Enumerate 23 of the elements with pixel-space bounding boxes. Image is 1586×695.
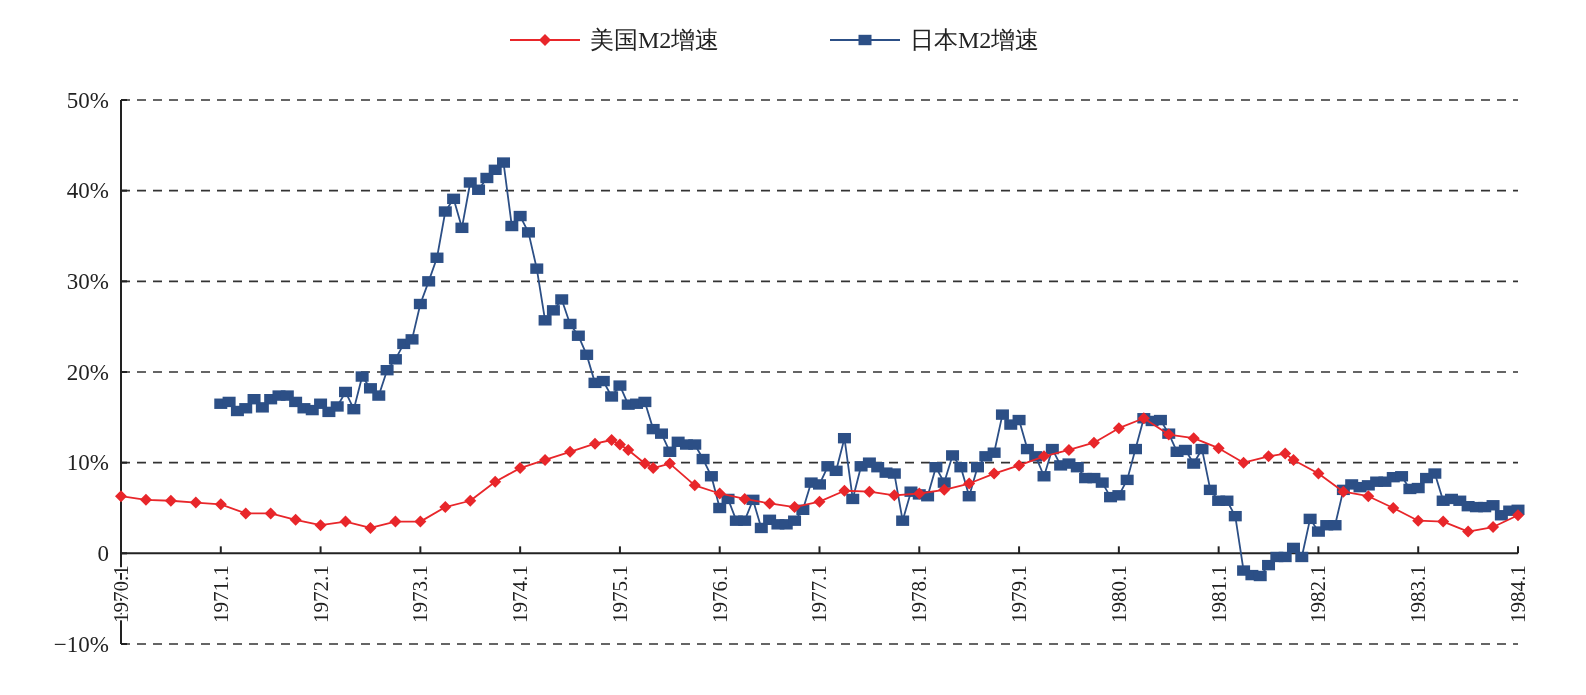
x-tick-label: 1978.1 — [907, 565, 932, 624]
x-tick-label: 1975.1 — [607, 565, 632, 624]
y-tick-label: 40% — [66, 178, 109, 204]
y-tick-label: 20% — [66, 359, 109, 385]
x-tick-label: 1984.1 — [1506, 565, 1530, 624]
x-tick-label: 1980.1 — [1106, 565, 1131, 624]
y-tick-label: −10% — [53, 631, 109, 657]
x-tick-label: 1979.1 — [1007, 565, 1032, 624]
x-tick-label: 1973.1 — [408, 565, 433, 624]
x-tick-label: 1982.1 — [1306, 565, 1331, 624]
x-tick-label: 1983.1 — [1406, 565, 1431, 624]
y-tick-label: 30% — [66, 268, 109, 294]
y-tick-label: 0 — [97, 540, 109, 566]
legend-label: 美国M2增速 — [590, 27, 720, 53]
x-tick-label: 1971.1 — [208, 565, 233, 624]
x-tick-label: 1972.1 — [308, 565, 333, 624]
x-tick-label: 1977.1 — [807, 565, 832, 624]
x-tick-label: 1976.1 — [707, 565, 732, 624]
y-tick-label: 50% — [66, 87, 109, 113]
x-tick-label: 1981.1 — [1206, 565, 1231, 624]
y-tick-label: 10% — [66, 450, 109, 476]
x-tick-label: 1974.1 — [508, 565, 533, 624]
legend-label: 日本M2增速 — [910, 27, 1040, 53]
